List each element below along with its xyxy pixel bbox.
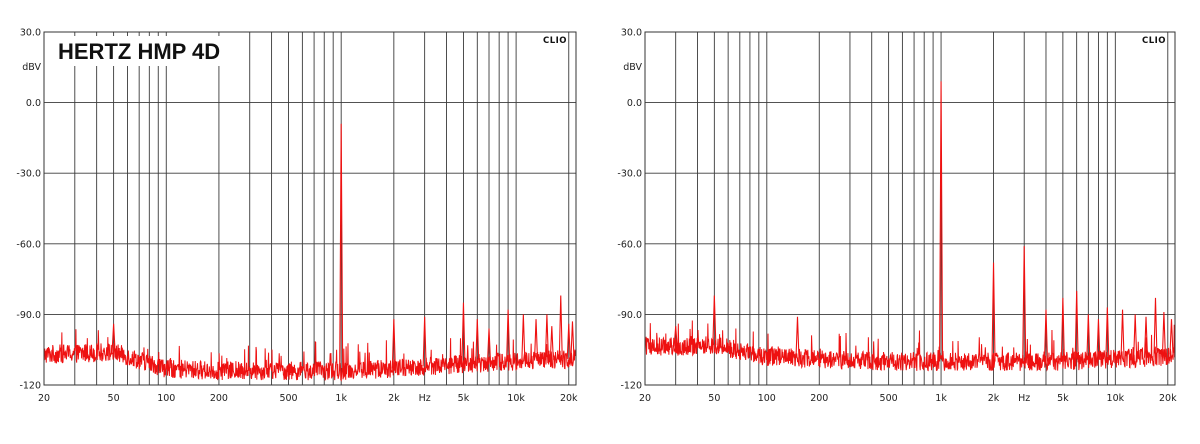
y-tick-label: 0.0 bbox=[26, 98, 41, 109]
spectral-peak bbox=[544, 314, 549, 361]
x-tick-label: 500 bbox=[279, 393, 297, 404]
spectral-peak bbox=[673, 326, 678, 347]
y-tick-label: -120 bbox=[19, 381, 41, 392]
y-tick-label: -30.0 bbox=[16, 169, 41, 180]
spectral-peak bbox=[521, 314, 526, 362]
spectral-peak bbox=[1086, 314, 1091, 361]
plot-area bbox=[645, 32, 1175, 385]
x-tick-label: 20 bbox=[639, 393, 651, 404]
y-axis-ticks: 30.0 0.0 -30.0 -60.0 -90.0 -120 bbox=[16, 28, 41, 392]
spectral-peak bbox=[1133, 314, 1138, 359]
horizontal-grid bbox=[645, 102, 1175, 315]
y-axis-unit: dBV bbox=[623, 62, 642, 73]
y-tick-label: -90.0 bbox=[617, 310, 642, 321]
noise-floor-trace bbox=[43, 329, 577, 382]
x-tick-label: 2k bbox=[388, 393, 400, 404]
y-axis-unit: dBV bbox=[22, 62, 41, 73]
spectral-peak bbox=[1153, 297, 1158, 358]
spectral-peak bbox=[1161, 312, 1166, 357]
spectral-peak bbox=[422, 316, 427, 367]
y-tick-label: -60.0 bbox=[617, 239, 642, 250]
x-tick-label: 200 bbox=[210, 393, 228, 404]
spectral-peak bbox=[1043, 309, 1049, 362]
spectral-peak bbox=[1169, 319, 1174, 355]
y-tick-label: 0.0 bbox=[627, 98, 642, 109]
plot-area bbox=[44, 32, 576, 385]
spectral-peak bbox=[475, 319, 480, 364]
x-tick-label: 5k bbox=[1057, 393, 1069, 404]
spectral-peak bbox=[339, 123, 344, 371]
plot-frame bbox=[644, 31, 1176, 386]
spectral-peak bbox=[1120, 309, 1125, 359]
spectral-peak bbox=[1105, 307, 1110, 360]
spectral-peak bbox=[566, 323, 571, 360]
horizontal-grid bbox=[44, 102, 576, 315]
x-tick-label: 200 bbox=[810, 393, 828, 404]
spectral-peak bbox=[1096, 319, 1101, 360]
x-tick-label: 10k bbox=[507, 393, 525, 404]
spectral-peak bbox=[549, 326, 554, 360]
spectral-peak bbox=[570, 321, 575, 358]
spectral-peak bbox=[461, 302, 466, 364]
x-tick-label: 20k bbox=[560, 393, 578, 404]
x-tick-label: 100 bbox=[758, 393, 776, 404]
x-tick-label: 50 bbox=[708, 393, 720, 404]
spectral-peak bbox=[991, 262, 996, 362]
x-tick-label: 50 bbox=[108, 393, 120, 404]
y-axis-ticks: 30.0 0.0 -30.0 -60.0 -90.0 -120 bbox=[617, 28, 642, 392]
y-tick-label: 30.0 bbox=[20, 28, 41, 39]
title-background bbox=[54, 36, 224, 66]
x-tick-label: 2k bbox=[988, 393, 1000, 404]
x-tick-label: 100 bbox=[157, 393, 175, 404]
x-tick-label: 5k bbox=[458, 393, 470, 404]
spectral-peak bbox=[533, 319, 539, 361]
y-tick-label: 30.0 bbox=[621, 28, 642, 39]
spectral-peak bbox=[795, 316, 800, 359]
spectral-peak bbox=[1143, 316, 1149, 358]
y-tick-label: -120 bbox=[620, 381, 642, 392]
x-tick-label: 1k bbox=[935, 393, 947, 404]
y-tick-label: -60.0 bbox=[16, 239, 41, 250]
clio-brand-label: CLIO bbox=[543, 36, 567, 46]
spectral-peak bbox=[939, 81, 944, 362]
spectrum-chart-left: 30.0 0.0 -30.0 -60.0 -90.0 -120 dBV 20 50 100 200 5… bbox=[16, 28, 578, 405]
spectral-peak bbox=[391, 319, 396, 369]
spectral-peak bbox=[1074, 290, 1079, 361]
chart-title: HERTZ HMP 4D bbox=[58, 39, 220, 64]
x-tick-label: 20 bbox=[38, 393, 50, 404]
x-tick-label: 1k bbox=[335, 393, 347, 404]
x-axis-ticks: 20 50 100 200 500 1k 2k 5k 10k 20k bbox=[38, 393, 578, 404]
spectral-peak bbox=[486, 328, 492, 363]
x-axis-unit: Hz bbox=[419, 393, 431, 404]
spectral-peak bbox=[558, 295, 563, 360]
y-tick-label: -90.0 bbox=[16, 310, 41, 321]
spectral-peak bbox=[111, 323, 116, 353]
spectral-peak bbox=[1060, 297, 1065, 362]
x-axis-unit: Hz bbox=[1018, 393, 1030, 404]
spectral-peak bbox=[1022, 246, 1027, 362]
y-tick-label: -30.0 bbox=[617, 169, 642, 180]
vertical-grid bbox=[675, 32, 1169, 385]
x-tick-label: 10k bbox=[1107, 393, 1125, 404]
spectral-peak bbox=[712, 295, 717, 346]
clio-brand-label: CLIO bbox=[1142, 36, 1166, 46]
x-tick-label: 500 bbox=[880, 393, 898, 404]
spectral-peak bbox=[506, 309, 511, 362]
spectrum-chart-right: 30.0 0.0 -30.0 -60.0 -90.0 -120 dBV 20 50 100 200 5… bbox=[617, 28, 1177, 405]
harmonic-peaks bbox=[111, 123, 575, 371]
plot-frame bbox=[43, 31, 577, 386]
harmonic-peaks bbox=[673, 81, 1174, 362]
x-tick-label: 20k bbox=[1159, 393, 1177, 404]
x-axis-ticks: 20 50 100 200 500 1k 2k 5k 10k 20k bbox=[639, 393, 1177, 404]
